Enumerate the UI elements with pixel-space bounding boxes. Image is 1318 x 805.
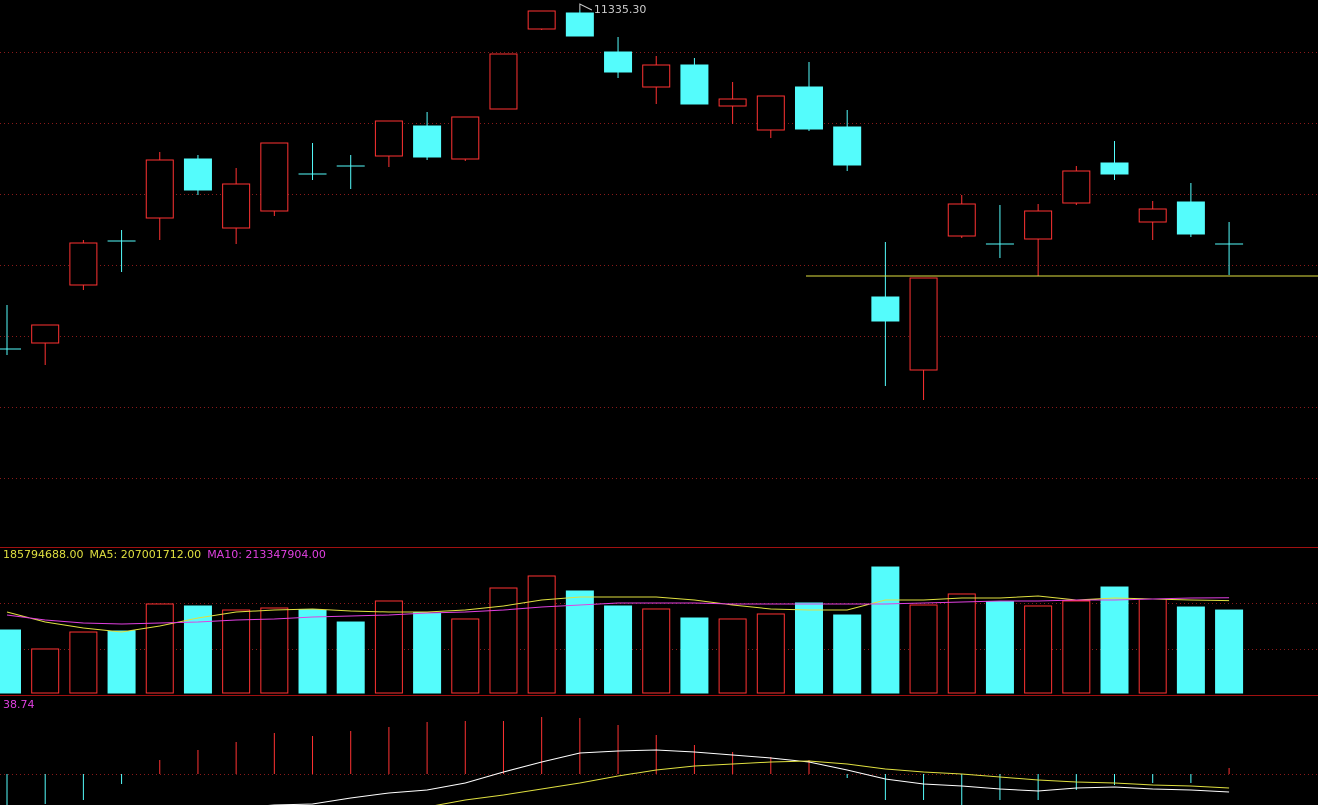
volume-bar <box>374 600 403 694</box>
volume-legend: MA10: 213347904.00 <box>207 548 326 561</box>
volume-bar <box>222 609 251 694</box>
volume-bar <box>1176 606 1205 694</box>
volume-bar <box>1024 605 1053 694</box>
volume-bar <box>642 608 671 694</box>
candle-body <box>31 324 60 344</box>
dea-line <box>435 760 1230 805</box>
candle-body <box>183 158 212 191</box>
volume-bar <box>69 631 98 694</box>
ma10-line <box>6 597 1230 625</box>
candle-body <box>833 126 862 166</box>
volume-bar <box>604 605 633 694</box>
candle-body <box>909 277 938 371</box>
volume-bar <box>794 602 823 694</box>
volume-bar <box>1062 600 1091 694</box>
volume-bar <box>451 618 480 694</box>
candle-body <box>794 86 823 130</box>
candle-body <box>145 159 174 219</box>
candle-body <box>1176 201 1205 235</box>
candle-body <box>1100 162 1129 175</box>
candle-body <box>1024 210 1053 240</box>
volume-bar <box>183 605 212 694</box>
candle-body <box>604 51 633 73</box>
candle-body <box>680 64 709 105</box>
ma5-line <box>6 595 1230 633</box>
volume-bar <box>947 593 976 694</box>
volume-bar <box>336 621 365 694</box>
candle-body <box>1138 208 1167 223</box>
volume-bar <box>680 617 709 694</box>
candle-body <box>222 183 251 229</box>
candle-body <box>374 120 403 157</box>
volume-bar <box>909 604 938 694</box>
candle-body <box>947 203 976 237</box>
indicator-value: 38.74 <box>3 698 35 711</box>
candle-body <box>260 142 289 212</box>
volume-bar <box>107 630 136 694</box>
dif-line <box>267 749 1230 805</box>
volume-legend: MA5: 207001712.00 <box>89 548 201 561</box>
volume-bar <box>1215 609 1244 694</box>
volume-bar <box>527 575 556 694</box>
candle-body <box>413 125 442 158</box>
volume-bar <box>1100 586 1129 694</box>
volume-bar <box>413 612 442 694</box>
candle-body <box>871 296 900 322</box>
volume-bar <box>871 566 900 694</box>
volume-bar <box>260 607 289 694</box>
candle-body <box>1062 170 1091 204</box>
macd-plot <box>0 717 1318 805</box>
candle-body <box>756 95 785 131</box>
volume-legend: 185794688.00 <box>3 548 83 561</box>
volume-bar <box>1138 598 1167 694</box>
volume-bar <box>833 614 862 694</box>
annotation-pointer <box>579 3 593 11</box>
volume-bar <box>565 590 594 694</box>
volume-bar <box>31 648 60 694</box>
candle-body <box>718 98 747 107</box>
high-annotation: 11335.30 <box>594 3 647 16</box>
volume-bar <box>756 613 785 694</box>
volume-bar <box>489 587 518 694</box>
candle-body <box>527 10 556 30</box>
candle-body <box>642 64 671 88</box>
candle-body <box>69 242 98 286</box>
candle-body <box>451 116 480 160</box>
volume-bar <box>718 618 747 694</box>
candle-body <box>565 12 594 37</box>
volume-bar <box>0 629 21 694</box>
volume-bar <box>145 603 174 694</box>
volume-bar <box>298 609 327 694</box>
candle-body <box>489 53 518 110</box>
volume-bar <box>985 601 1014 694</box>
